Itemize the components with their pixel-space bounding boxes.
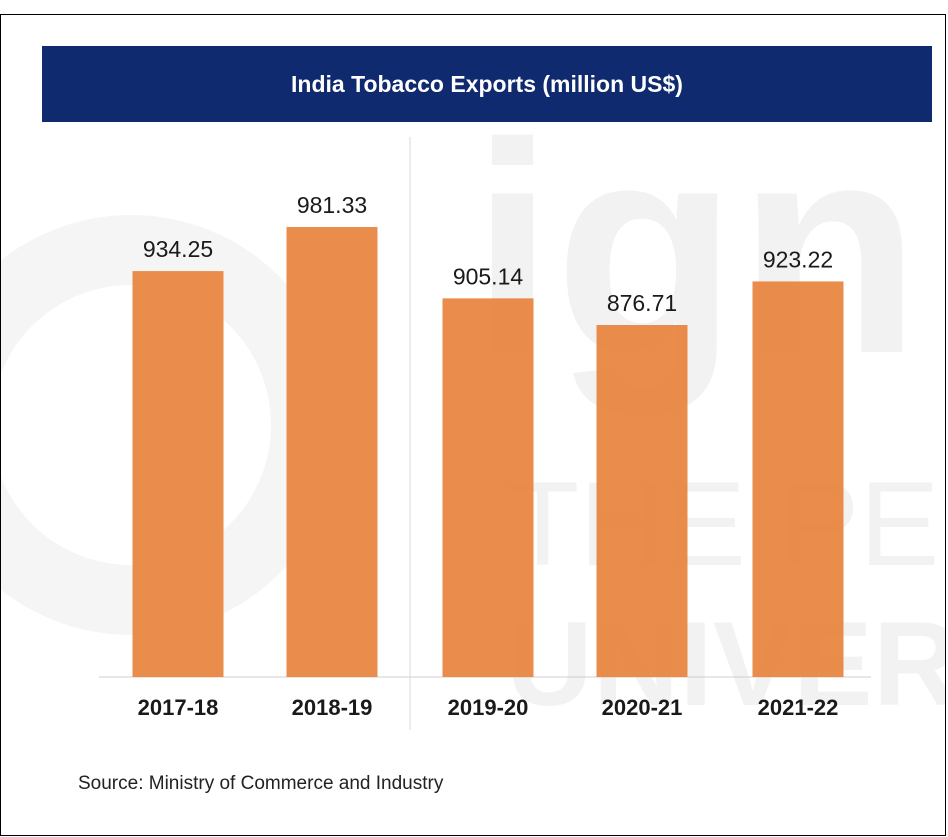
bar-2020-21: [596, 325, 688, 677]
value-label-2018-19: 981.33: [297, 192, 367, 218]
chart-frame: ign THE PEO UNIVER India Tobacco Exports…: [0, 14, 946, 836]
value-label-2020-21: 876.71: [607, 290, 677, 316]
value-label-2017-18: 934.25: [143, 236, 213, 262]
x-tick-label-2017-18: 2017-18: [138, 695, 219, 720]
chart-title: India Tobacco Exports (million US$): [42, 46, 932, 122]
value-label-2021-22: 923.22: [763, 246, 833, 272]
bar-2021-22: [752, 281, 844, 677]
x-tick-label-2018-19: 2018-19: [292, 695, 373, 720]
watermark-line1: THE PEO: [506, 457, 945, 591]
bar-2017-18: [132, 271, 224, 677]
source-note: Source: Ministry of Commerce and Industr…: [78, 773, 444, 794]
x-tick-label-2019-20: 2019-20: [448, 695, 529, 720]
bar-chart: 934.25 2017-18 981.33 2018-19 905.14 2019-20 8…: [99, 137, 871, 730]
x-tick-label-2021-22: 2021-22: [758, 695, 839, 720]
x-tick-label-2020-21: 2020-21: [602, 695, 683, 720]
bar-2018-19: [286, 227, 378, 677]
value-label-2019-20: 905.14: [453, 263, 524, 289]
bar-2019-20: [442, 298, 534, 677]
watermark-line2: UNIVER: [506, 597, 946, 731]
watermark-word: ign: [471, 80, 921, 416]
